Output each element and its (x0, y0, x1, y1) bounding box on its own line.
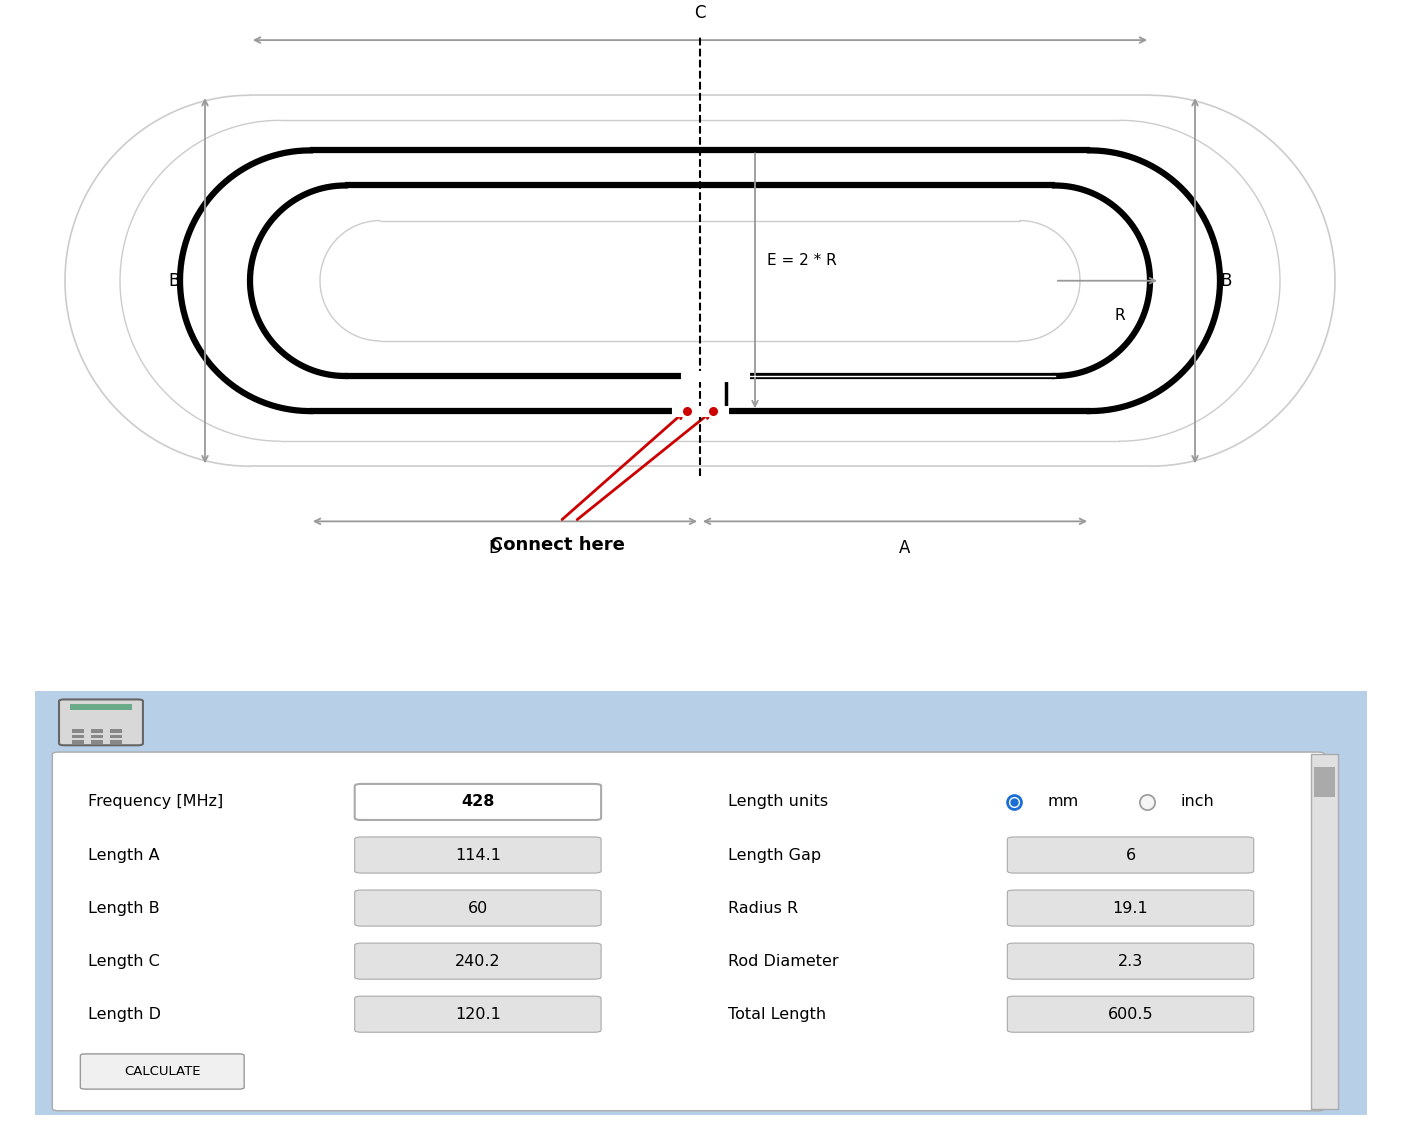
Bar (1311, 754, 1338, 1108)
Bar (109, 729, 122, 734)
Text: 2.3: 2.3 (1117, 953, 1143, 969)
Text: R: R (1115, 308, 1126, 324)
FancyBboxPatch shape (1007, 837, 1253, 873)
FancyBboxPatch shape (80, 1054, 244, 1089)
Bar (109, 740, 122, 744)
FancyBboxPatch shape (1007, 890, 1253, 926)
Text: Radius R: Radius R (728, 901, 798, 916)
Text: 428: 428 (461, 795, 495, 809)
FancyBboxPatch shape (20, 685, 1382, 1121)
Text: 114.1: 114.1 (454, 848, 501, 863)
Text: 6: 6 (1126, 848, 1136, 863)
Text: B: B (1220, 272, 1231, 290)
Bar (91, 740, 102, 744)
Text: 120.1: 120.1 (456, 1006, 501, 1022)
FancyBboxPatch shape (1007, 943, 1253, 979)
FancyBboxPatch shape (355, 890, 601, 926)
Text: Total Length: Total Length (728, 1006, 826, 1022)
FancyBboxPatch shape (355, 943, 601, 979)
FancyBboxPatch shape (1007, 996, 1253, 1032)
Bar (70, 704, 132, 710)
Bar (1314, 767, 1335, 797)
Text: C: C (694, 5, 705, 22)
FancyBboxPatch shape (355, 996, 601, 1032)
Text: 60: 60 (468, 901, 488, 916)
FancyBboxPatch shape (355, 837, 601, 873)
FancyBboxPatch shape (52, 752, 1325, 1110)
Bar (73, 740, 84, 744)
Text: Length B: Length B (88, 901, 160, 916)
Text: mm: mm (1047, 795, 1078, 809)
Bar (73, 735, 84, 738)
Text: Connect here: Connect here (491, 537, 625, 555)
Bar (46, 695, 1356, 752)
Text: D: D (488, 540, 502, 557)
Text: Frequency [MHz]: Frequency [MHz] (88, 795, 223, 809)
Text: E = 2 * R: E = 2 * R (767, 254, 837, 268)
Text: 240.2: 240.2 (456, 953, 501, 969)
Text: CALCULATE: CALCULATE (125, 1065, 200, 1078)
Bar (109, 735, 122, 738)
Text: 600.5: 600.5 (1108, 1006, 1154, 1022)
Text: A: A (899, 540, 911, 557)
Bar (91, 729, 102, 734)
FancyBboxPatch shape (355, 783, 601, 820)
Text: Length C: Length C (88, 953, 160, 969)
Text: Length A: Length A (88, 848, 160, 863)
Text: Length units: Length units (728, 795, 827, 809)
FancyBboxPatch shape (59, 700, 143, 745)
Bar (73, 729, 84, 734)
Text: 19.1: 19.1 (1113, 901, 1148, 916)
Text: Length D: Length D (88, 1006, 161, 1022)
Text: Rod Diameter: Rod Diameter (728, 953, 838, 969)
Bar (91, 735, 102, 738)
Text: B: B (168, 272, 179, 290)
Text: inch: inch (1180, 795, 1214, 809)
Text: Length Gap: Length Gap (728, 848, 820, 863)
